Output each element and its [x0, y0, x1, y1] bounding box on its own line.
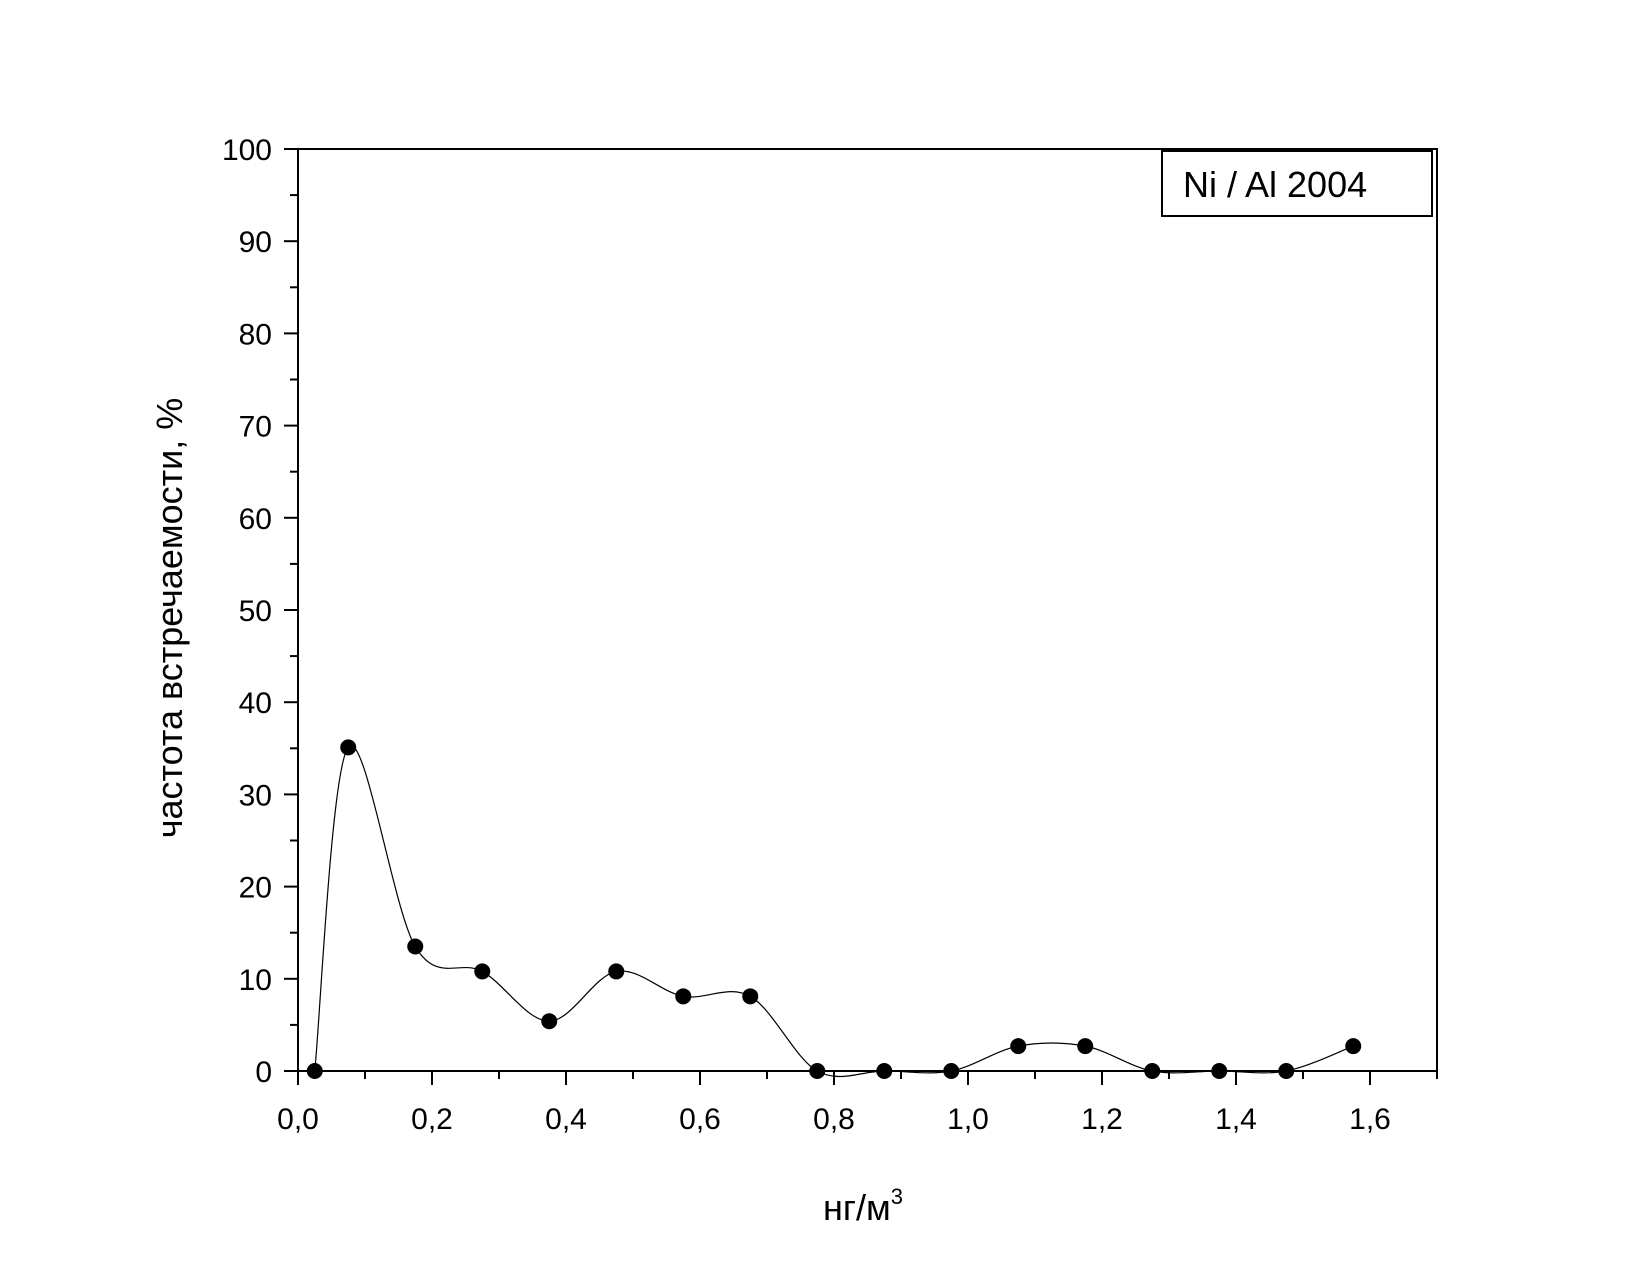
- y-tick-label: 30: [239, 779, 272, 812]
- y-tick-label: 40: [239, 687, 272, 720]
- data-point: [675, 988, 692, 1005]
- data-point: [340, 739, 357, 756]
- y-axis-title: частота встречаемости, %: [149, 398, 190, 838]
- data-point: [474, 963, 491, 980]
- x-tick-label: 0,6: [679, 1103, 721, 1136]
- legend-box: [1161, 150, 1433, 217]
- y-tick-label: 90: [239, 226, 272, 259]
- x-tick-label: 0,8: [813, 1103, 855, 1136]
- legend: Ni / Al 2004: [1161, 150, 1433, 217]
- x-axis-title: нг/м3: [823, 1184, 903, 1228]
- y-tick-label: 60: [239, 503, 272, 536]
- x-tick-label: 1,4: [1215, 1103, 1257, 1136]
- y-tick-label: 100: [222, 134, 272, 167]
- y-tick-label: 70: [239, 411, 272, 444]
- x-tick-label: 0,2: [411, 1103, 453, 1136]
- data-point: [1010, 1038, 1027, 1055]
- data-point: [541, 1013, 558, 1030]
- y-tick-label: 80: [239, 318, 272, 351]
- data-point: [1278, 1063, 1295, 1079]
- data-point: [306, 1063, 323, 1079]
- data-point: [1345, 1038, 1362, 1055]
- x-tick-label: 1,0: [947, 1103, 989, 1136]
- data-point: [943, 1063, 960, 1079]
- data-point: [1144, 1063, 1161, 1079]
- plot-border: [297, 148, 1438, 1072]
- data-point: [876, 1063, 893, 1079]
- data-point: [1211, 1063, 1228, 1079]
- x-axis: 0,0 0,2 0,4 0,6 0,8 1,0 1,2 1,4 1,6: [277, 1071, 1438, 1136]
- data-points: [306, 739, 1362, 1079]
- x-tick-label: 1,6: [1349, 1103, 1391, 1136]
- y-tick-label: 10: [239, 964, 272, 997]
- legend-label: Ni / Al 2004: [1183, 164, 1367, 205]
- data-point: [809, 1063, 826, 1079]
- data-point: [1077, 1038, 1094, 1055]
- plot-frame: [297, 148, 1438, 1072]
- y-tick-label: 0: [255, 1056, 272, 1089]
- data-point: [742, 988, 759, 1005]
- x-tick-label: 0,0: [277, 1103, 319, 1136]
- y-tick-label: 20: [239, 872, 272, 905]
- data-point: [407, 938, 424, 955]
- y-tick-label: 50: [239, 595, 272, 628]
- x-tick-label: 1,2: [1081, 1103, 1123, 1136]
- series-line: [314, 745, 1354, 1078]
- y-axis: 0 10 20 30 40 50 60 70 80 90 100: [222, 134, 298, 1089]
- data-point: [608, 963, 625, 980]
- x-tick-label: 0,4: [545, 1103, 587, 1136]
